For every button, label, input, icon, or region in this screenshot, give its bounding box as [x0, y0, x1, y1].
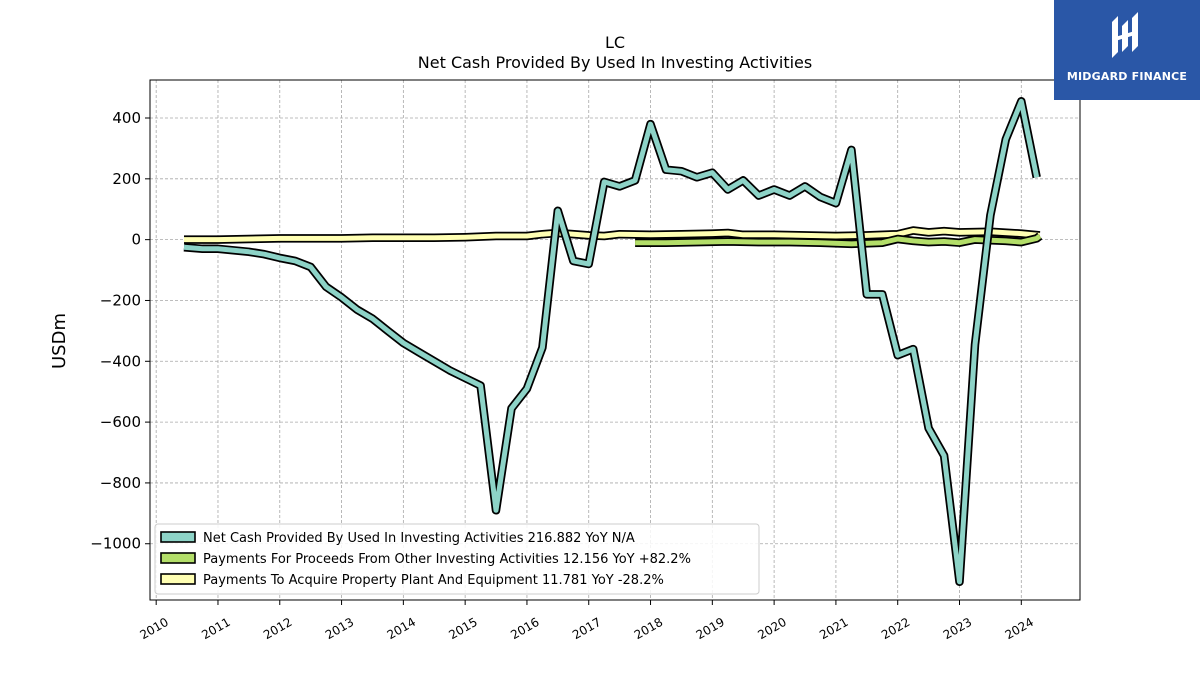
x-tick-label: 2020	[755, 615, 788, 642]
x-tick-label: 2024	[1003, 615, 1036, 642]
series-line	[184, 228, 1041, 243]
legend-swatch-other-investing	[160, 552, 196, 564]
plot-frame	[149, 79, 1081, 601]
legend-label-ppe: Payments To Acquire Property Plant And E…	[203, 573, 664, 588]
x-tick-label: 2011	[199, 615, 232, 642]
y-tick-label: −400	[100, 352, 141, 370]
chart-title: LC	[605, 33, 625, 52]
series-1	[635, 232, 1043, 249]
legend-swatch-ppe	[160, 573, 196, 585]
legend-swatch-net-cash	[160, 531, 196, 543]
series-2	[184, 226, 1041, 244]
series-0	[183, 97, 1041, 587]
y-axis: 400 200 0 −200 −400 −600 −800 −1000	[90, 109, 150, 553]
x-tick-label: 2013	[323, 615, 356, 642]
y-tick-label: 0	[131, 231, 141, 249]
legend-box	[154, 523, 760, 595]
x-tick-label: 2016	[508, 615, 541, 642]
legend-label-net-cash: Net Cash Provided By Used In Investing A…	[203, 531, 635, 546]
grid-lines	[150, 80, 1080, 600]
x-tick-label: 2023	[941, 615, 974, 642]
y-tick-label: 200	[112, 170, 141, 188]
x-axis: 2010 2011 2012 2013 2014 2015 2016 2017 2018 2019…	[137, 600, 1036, 642]
x-tick-label: 2022	[879, 615, 912, 642]
legend: Net Cash Provided By Used In Investing A…	[154, 523, 760, 595]
logo-mark-icon	[1112, 12, 1138, 58]
x-tick-label: 2017	[570, 615, 603, 642]
chart-subtitle: Net Cash Provided By Used In Investing A…	[418, 53, 812, 72]
x-tick-label: 2019	[694, 615, 727, 642]
x-tick-label: 2010	[137, 615, 170, 642]
x-tick-label: 2014	[385, 615, 418, 642]
y-tick-label: −800	[100, 474, 141, 492]
x-tick-label: 2021	[817, 615, 850, 642]
series-line-outline	[183, 97, 1041, 587]
y-tick-label: −1000	[90, 535, 141, 553]
series-layer	[183, 97, 1043, 587]
series-line	[183, 98, 1040, 585]
logo-text: MIDGARD FINANCE	[1066, 70, 1188, 83]
y-tick-label: 400	[112, 109, 141, 127]
x-tick-label: 2015	[446, 615, 479, 642]
series-line	[635, 234, 1042, 247]
y-tick-label: −200	[100, 291, 141, 309]
y-axis-label: USDm	[49, 313, 70, 369]
x-tick-label: 2018	[632, 615, 665, 642]
legend-label-other-investing: Payments For Proceeds From Other Investi…	[203, 552, 691, 567]
y-tick-label: −600	[100, 413, 141, 431]
x-tick-label: 2012	[261, 615, 294, 642]
midgard-finance-logo: MIDGARD FINANCE	[1054, 0, 1200, 100]
